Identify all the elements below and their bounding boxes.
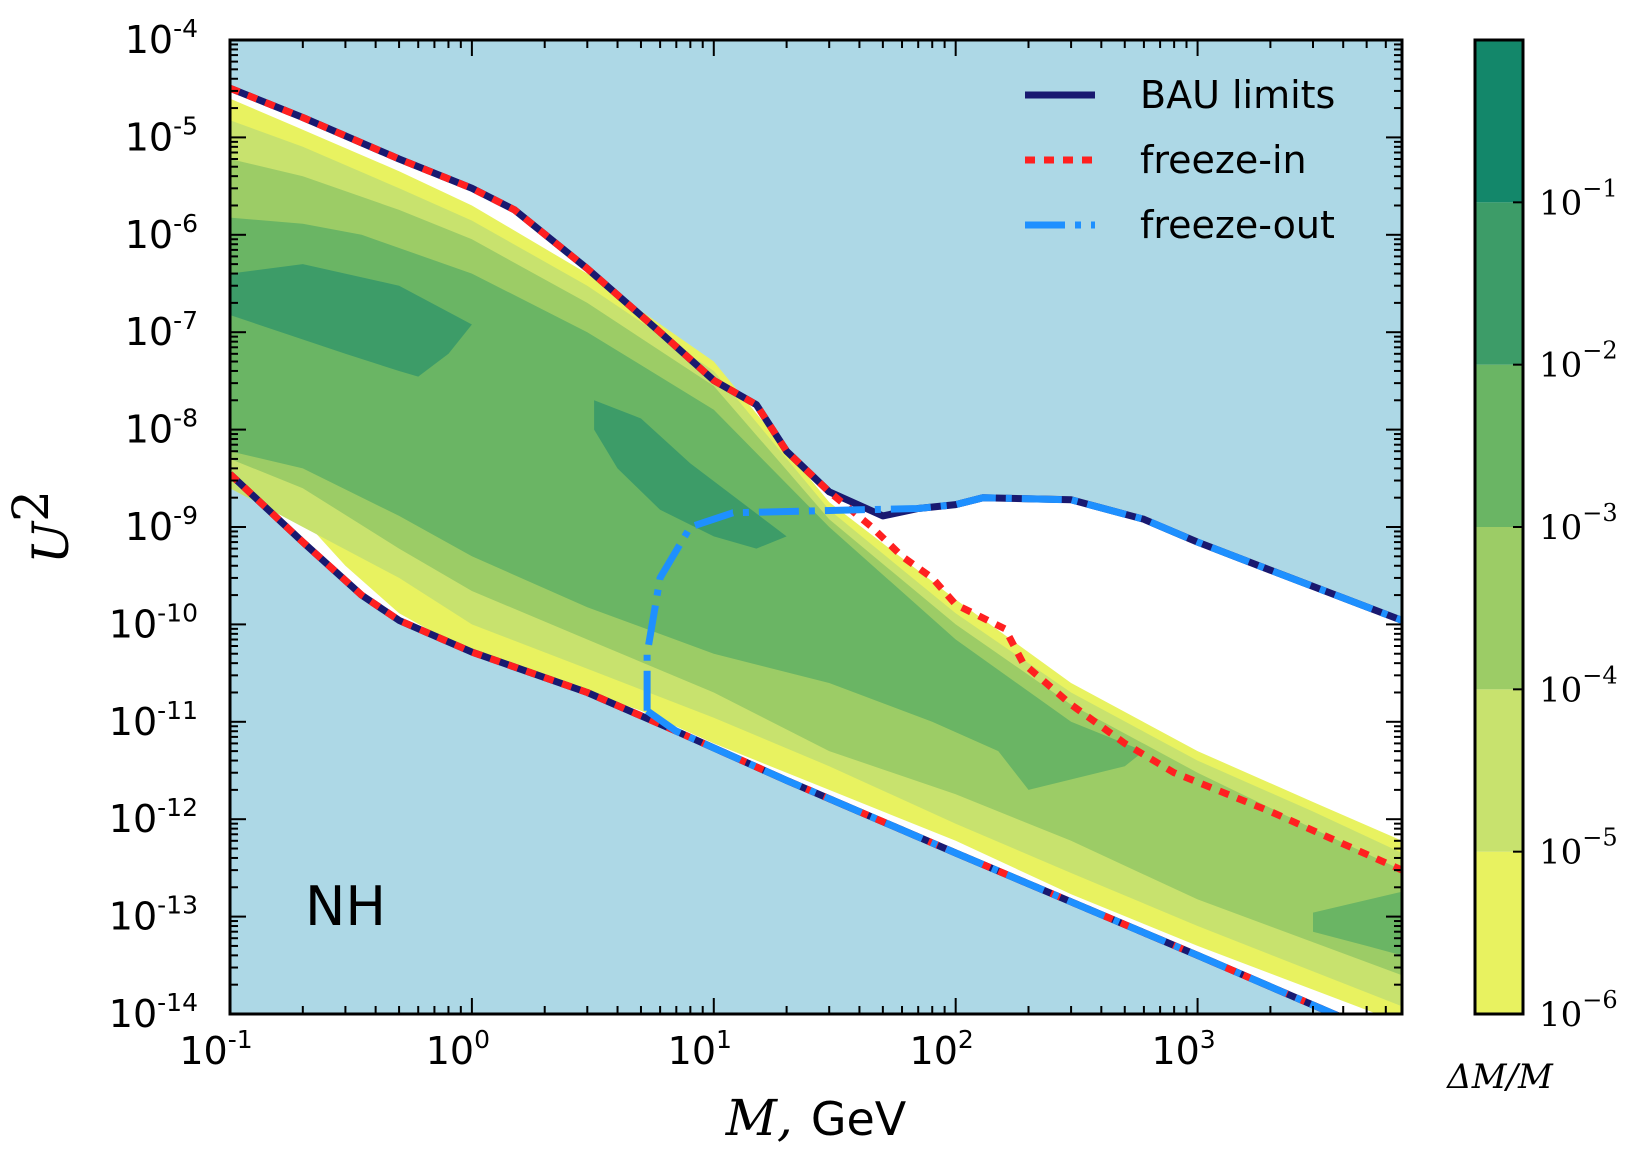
hierarchy-annotation: NH — [305, 875, 386, 938]
legend-label-freeze-out: freeze-out — [1140, 203, 1335, 247]
x-axis-label-unit: GeV — [811, 1092, 907, 1146]
y-tick-label: 10-6 — [125, 209, 198, 257]
y-tick-label: 10-4 — [125, 14, 198, 62]
x-tick-label: 100 — [426, 1025, 490, 1073]
colorbar-tick-label: 10−1 — [1539, 174, 1618, 223]
series-line-2-0 — [643, 494, 1402, 711]
colorbar — [1475, 40, 1523, 1014]
y-tick-label: 10-12 — [109, 793, 198, 841]
colorbar-label: ΔM/M — [1445, 1057, 1554, 1097]
limit-lines — [230, 84, 1402, 1014]
y-tick-label: 10-10 — [109, 598, 198, 646]
colorbar-ticks: 10−1 10−2 10−3 10−4 10−5 10−6 — [1513, 174, 1618, 1035]
colorbar-tick-label: 10−2 — [1539, 337, 1618, 386]
x-axis-label-math: M, — [725, 1089, 793, 1147]
x-axis-ticks: 10-1 100 101 102 103 — [179, 40, 1403, 1073]
x-tick-label: 101 — [668, 1025, 732, 1073]
y-axis-ticks: 10-4 10-5 10-6 10-7 10-8 10-9 10-10 10-11 10-12 1… — [109, 14, 1402, 1036]
colorbar-segment-1e-5 — [1475, 689, 1523, 852]
colorbar-tick-label: 10−6 — [1539, 986, 1618, 1035]
y-tick-label: 10-7 — [125, 306, 198, 354]
y-axis-label: U2 — [2, 490, 80, 564]
contour-band-1e-3b — [1313, 891, 1402, 956]
colorbar-tick-label: 10−3 — [1539, 499, 1618, 548]
series-line-2-1 — [645, 707, 1343, 1014]
legend: BAU limits freeze-in freeze-out — [1025, 73, 1335, 247]
y-tick-label: 10-8 — [125, 404, 198, 452]
contour-band-1e-2b — [594, 400, 787, 549]
x-tick-label: 102 — [910, 1025, 974, 1073]
x-tick-label: 10-1 — [179, 1025, 252, 1073]
x-tick-label: 103 — [1151, 1025, 1215, 1073]
contour-bands — [230, 98, 1402, 1014]
y-tick-label: 10-5 — [125, 111, 198, 159]
contour-band-1e-2 — [230, 264, 472, 377]
colorbar-segment-1e-2 — [1475, 202, 1523, 365]
x-axis-label: M, GeV — [725, 1089, 907, 1147]
colorbar-segment-1e-3 — [1475, 364, 1523, 527]
legend-label-bau: BAU limits — [1140, 73, 1335, 117]
colorbar-tick-label: 10−4 — [1539, 661, 1618, 710]
y-axis-label-math: U — [22, 520, 80, 564]
legend-label-freeze-in: freeze-in — [1140, 138, 1307, 182]
colorbar-tick-label: 10−5 — [1539, 824, 1618, 873]
colorbar-segment-1e-4 — [1475, 527, 1523, 690]
y-axis-label-sup: 2 — [2, 490, 60, 522]
y-tick-label: 10-14 — [109, 988, 198, 1036]
plot-content — [230, 84, 1402, 1014]
colorbar-segment-1e-6 — [1475, 851, 1523, 1014]
y-tick-label: 10-9 — [125, 501, 198, 549]
y-tick-label: 10-11 — [109, 696, 198, 744]
colorbar-segment-1e-1 — [1475, 40, 1523, 203]
y-tick-label: 10-13 — [109, 891, 198, 939]
